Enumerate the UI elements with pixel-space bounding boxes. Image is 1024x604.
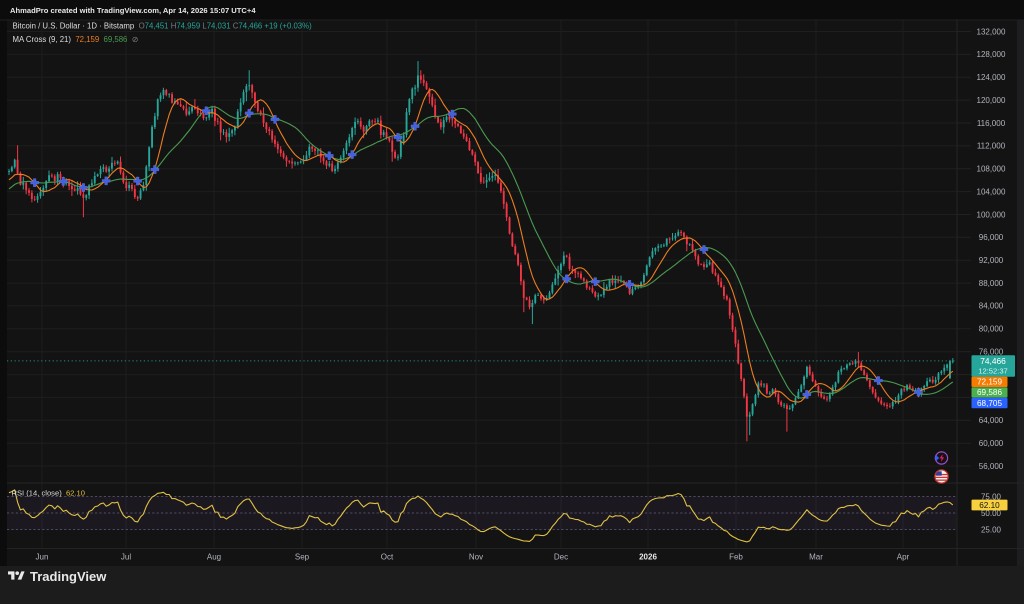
svg-text:64,000: 64,000 xyxy=(979,416,1004,425)
svg-text:60,000: 60,000 xyxy=(979,439,1004,448)
svg-text:132,000: 132,000 xyxy=(977,27,1006,36)
svg-text:116,000: 116,000 xyxy=(977,119,1006,128)
svg-text:92,000: 92,000 xyxy=(979,256,1004,265)
svg-text:96,000: 96,000 xyxy=(979,233,1004,242)
svg-text:MA Cross (9, 21) 72,159 69,5: MA Cross (9, 21) 72,159 69,586 ⊘ xyxy=(13,35,139,44)
svg-text:2026: 2026 xyxy=(639,553,657,562)
svg-text:Bitcoin / U.S. Dollar · 1D · B: Bitcoin / U.S. Dollar · 1D · Bitstamp O7… xyxy=(13,21,313,30)
svg-text:84,000: 84,000 xyxy=(979,302,1004,311)
svg-text:104,000: 104,000 xyxy=(977,187,1006,196)
svg-text:Jun: Jun xyxy=(36,553,49,562)
svg-text:AhmadPro created with TradingV: AhmadPro created with TradingView.com, A… xyxy=(10,6,256,15)
svg-text:25.00: 25.00 xyxy=(981,525,1002,534)
svg-text:76,000: 76,000 xyxy=(979,348,1004,357)
svg-text:62.10: 62.10 xyxy=(979,501,1000,510)
svg-text:75.00: 75.00 xyxy=(981,492,1002,501)
svg-text:Dec: Dec xyxy=(554,553,568,562)
svg-text:50.00: 50.00 xyxy=(981,509,1002,518)
svg-text:68,705: 68,705 xyxy=(977,399,1002,408)
svg-text:100,000: 100,000 xyxy=(977,210,1006,219)
svg-text:Feb: Feb xyxy=(729,553,743,562)
svg-text:Sep: Sep xyxy=(295,553,310,562)
svg-text:112,000: 112,000 xyxy=(977,142,1006,151)
svg-text:Oct: Oct xyxy=(381,553,394,562)
svg-text:TradingView: TradingView xyxy=(30,569,107,584)
svg-text:128,000: 128,000 xyxy=(977,50,1006,59)
svg-text:124,000: 124,000 xyxy=(977,73,1006,82)
svg-text:69,586: 69,586 xyxy=(977,388,1002,397)
svg-text:108,000: 108,000 xyxy=(977,165,1006,174)
svg-text:88,000: 88,000 xyxy=(979,279,1004,288)
svg-text:74,466: 74,466 xyxy=(980,356,1006,366)
svg-text:120,000: 120,000 xyxy=(977,96,1006,105)
svg-text:Nov: Nov xyxy=(469,553,483,562)
svg-text:12:52:37: 12:52:37 xyxy=(978,367,1008,376)
svg-text:72,159: 72,159 xyxy=(977,378,1002,387)
svg-text:RSI (14, close) 62.10: RSI (14, close) 62.10 xyxy=(12,489,85,498)
svg-text:80,000: 80,000 xyxy=(979,325,1004,334)
svg-text:Apr: Apr xyxy=(897,553,910,562)
svg-text:Mar: Mar xyxy=(809,553,823,562)
svg-text:Aug: Aug xyxy=(207,553,221,562)
svg-text:56,000: 56,000 xyxy=(979,462,1004,471)
svg-text:Jul: Jul xyxy=(121,553,131,562)
